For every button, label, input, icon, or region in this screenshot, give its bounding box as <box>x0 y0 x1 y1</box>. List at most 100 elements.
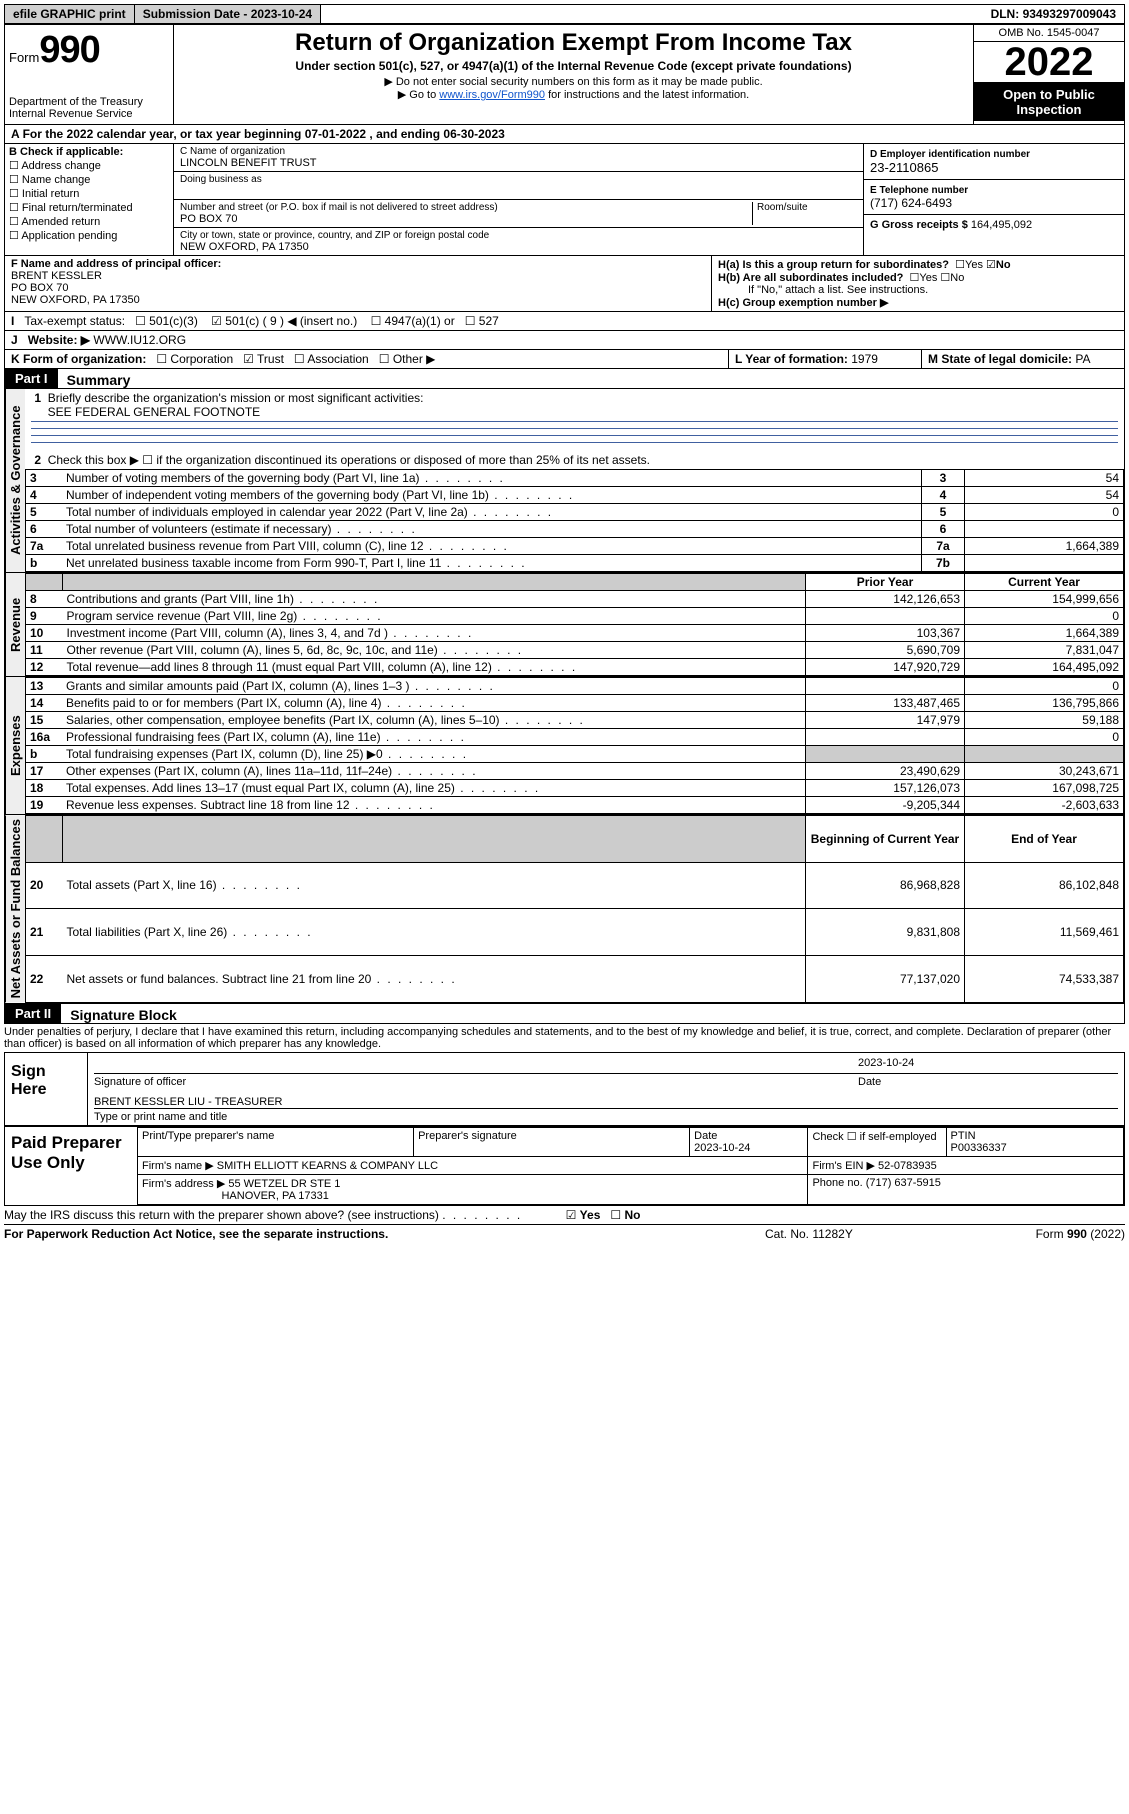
table-rev: Prior YearCurrent Year8Contributions and… <box>25 573 1124 676</box>
table-row: 11Other revenue (Part VIII, column (A), … <box>26 642 1124 659</box>
table-header: Prior YearCurrent Year <box>26 574 1124 591</box>
ty-end: 06-30-2023 <box>443 127 504 141</box>
officer-name: BRENT KESSLER <box>11 270 102 282</box>
side-na: Net Assets or Fund Balances <box>5 815 25 1002</box>
line-i: I Tax-exempt status: ☐ 501(c)(3) ☑ 501(c… <box>4 312 1125 331</box>
efile-print-button[interactable]: efile GRAPHIC print <box>5 5 135 23</box>
top-bar: efile GRAPHIC print Submission Date - 20… <box>4 4 1125 24</box>
line-j: J Website: ▶ WWW.IU12.ORG <box>4 331 1125 350</box>
l2-text: Check this box ▶ ☐ if the organization d… <box>48 453 650 467</box>
table-row: 14Benefits paid to or for members (Part … <box>26 695 1124 712</box>
table-exp: 13Grants and similar amounts paid (Part … <box>25 677 1124 814</box>
gross-lbl: G Gross receipts $ <box>870 219 971 231</box>
table-row: 10Investment income (Part VIII, column (… <box>26 625 1124 642</box>
part1-header: Part I Summary <box>4 369 1125 389</box>
h-a: H(a) Is this a group return for subordin… <box>718 258 1118 271</box>
line-a-mid: , and ending <box>366 127 443 141</box>
prep-self-emp[interactable]: Check ☐ if self-employed <box>808 1127 946 1156</box>
cb-527[interactable]: 527 <box>479 314 499 328</box>
addr-lbl: Number and street (or P.O. box if mail i… <box>180 202 752 213</box>
irs-link[interactable]: www.irs.gov/Form990 <box>439 89 545 101</box>
cb-501c[interactable]: 501(c) ( 9 ) ◀ (insert no.) <box>225 314 357 328</box>
tax-year: 2022 <box>974 42 1124 83</box>
dln-label: DLN: <box>991 7 1023 21</box>
table-row: 16aProfessional fundraising fees (Part I… <box>26 729 1124 746</box>
firm-ein-lbl: Firm's EIN ▶ <box>812 1160 878 1172</box>
line-1: 1 Briefly describe the organization's mi… <box>25 389 1124 451</box>
submission-date: Submission Date - 2023-10-24 <box>135 5 321 23</box>
footer-left: For Paperwork Reduction Act Notice, see … <box>4 1227 765 1241</box>
table-row: 17Other expenses (Part IX, column (A), l… <box>26 763 1124 780</box>
org-address: PO BOX 70 <box>180 213 237 225</box>
h-b2: If "No," attach a list. See instructions… <box>718 284 1118 296</box>
table-na: Beginning of Current YearEnd of Year20To… <box>25 815 1124 1002</box>
col-deg: D Employer identification number 23-2110… <box>863 144 1124 255</box>
irs-label: Internal Revenue Service <box>9 108 169 120</box>
section-na: Net Assets or Fund Balances Beginning of… <box>4 815 1125 1003</box>
sig-date: 2023-10-24 <box>858 1057 1118 1074</box>
col-b: B Check if applicable: ☐ Address change … <box>5 144 174 255</box>
state-domicile: PA <box>1075 352 1090 366</box>
table-row: 9Program service revenue (Part VIII, lin… <box>26 608 1124 625</box>
l-lbl: L Year of formation: <box>735 352 851 366</box>
table-row: bTotal fundraising expenses (Part IX, co… <box>26 746 1124 763</box>
table-row: bNet unrelated business taxable income f… <box>26 555 1124 572</box>
section-ag: Activities & Governance 1 Briefly descri… <box>4 389 1125 573</box>
goto-post: for instructions and the latest informat… <box>545 89 749 101</box>
cb-other[interactable]: Other ▶ <box>393 352 436 366</box>
cb-final-return[interactable]: ☐ Final return/terminated <box>9 201 169 214</box>
footer: For Paperwork Reduction Act Notice, see … <box>4 1224 1125 1243</box>
city-lbl: City or town, state or province, country… <box>180 230 857 241</box>
cb-501c3[interactable]: 501(c)(3) <box>149 314 198 328</box>
footer-right: Form 990 (2022) <box>965 1227 1125 1241</box>
cb-amended-return[interactable]: ☐ Amended return <box>9 215 169 228</box>
form-no: 990 <box>39 29 99 71</box>
part2-title: Signature Block <box>70 1007 177 1023</box>
website-lbl: Website: ▶ <box>28 333 94 347</box>
table-row: 3Number of voting members of the governi… <box>26 470 1124 487</box>
l1-text: Briefly describe the organization's miss… <box>48 391 424 405</box>
cb-address-change[interactable]: ☐ Address change <box>9 159 169 172</box>
prep-date: 2023-10-24 <box>694 1142 750 1154</box>
h-b: H(b) Are all subordinates included? ☐Yes… <box>718 271 1118 284</box>
prep-date-lbl: Date <box>694 1130 717 1142</box>
cb-corp[interactable]: Corporation <box>170 352 233 366</box>
room-lbl: Room/suite <box>757 202 857 213</box>
cb-assoc[interactable]: Association <box>307 352 368 366</box>
cb-app-pending[interactable]: ☐ Application pending <box>9 229 169 242</box>
k-lbl: K Form of organization: <box>11 352 146 366</box>
part1-title: Summary <box>67 372 131 388</box>
table-row: 12Total revenue—add lines 8 through 11 (… <box>26 659 1124 676</box>
part2-bar: Part II <box>5 1004 61 1023</box>
cb-initial-return[interactable]: ☐ Initial return <box>9 187 169 200</box>
firm-phone-lbl: Phone no. <box>812 1177 865 1189</box>
table-row: 22Net assets or fund balances. Subtract … <box>26 955 1124 1002</box>
sign-here-label: Sign Here <box>5 1053 88 1125</box>
prep-sig-lbl: Preparer's signature <box>418 1130 517 1142</box>
submission-date-label: Submission Date - <box>143 7 251 21</box>
table-row: 19Revenue less expenses. Subtract line 1… <box>26 797 1124 814</box>
part2-header: Part II Signature Block <box>4 1004 1125 1024</box>
discuss-no[interactable]: No <box>624 1208 640 1222</box>
table-ag: 3Number of voting members of the governi… <box>25 469 1124 572</box>
cb-name-change[interactable]: ☐ Name change <box>9 173 169 186</box>
sig-date-lbl: Date <box>858 1076 881 1088</box>
dept-treasury: Department of the Treasury <box>9 96 169 108</box>
year-formation: 1979 <box>851 352 878 366</box>
footer-cat: Cat. No. 11282Y <box>765 1227 965 1241</box>
open-inspection: Open to Public Inspection <box>974 83 1124 121</box>
firm-addr2: HANOVER, PA 17331 <box>221 1190 328 1202</box>
ein-value: 23-2110865 <box>870 160 938 175</box>
sig-name-lbl: Type or print name and title <box>94 1111 227 1123</box>
preparer-block: Paid Preparer Use Only Print/Type prepar… <box>4 1126 1125 1206</box>
table-row: 20Total assets (Part X, line 16)86,968,8… <box>26 862 1124 909</box>
cb-4947[interactable]: 4947(a)(1) or <box>385 314 455 328</box>
sign-block: Sign Here Signature of officer 2023-10-2… <box>4 1052 1125 1126</box>
ptin-value: P00336337 <box>951 1142 1007 1154</box>
discuss-yes[interactable]: Yes <box>580 1208 601 1222</box>
form-header: Form990 Department of the Treasury Inter… <box>4 24 1125 125</box>
table-row: 6Total number of volunteers (estimate if… <box>26 521 1124 538</box>
cb-trust[interactable]: Trust <box>257 352 284 366</box>
f-lbl: F Name and address of principal officer: <box>11 258 221 270</box>
officer-addr2: NEW OXFORD, PA 17350 <box>11 294 140 306</box>
